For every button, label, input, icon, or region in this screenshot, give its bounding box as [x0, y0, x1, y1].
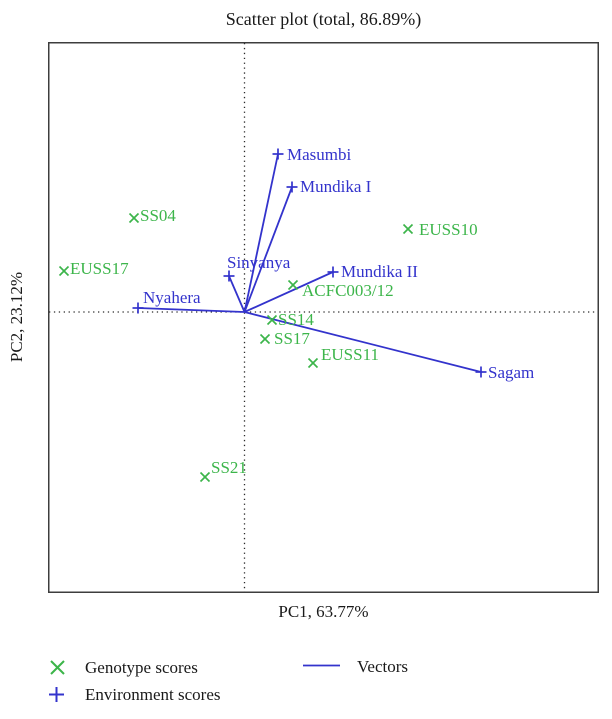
point-label-ss17: SS17	[274, 329, 310, 348]
vector-mundika-i	[243, 186, 293, 313]
vector-masumbi	[243, 153, 279, 313]
plot-area: SS04 EUSS17 EUSS10 ACFC003/12 SS14 SS17 EUSS11…	[48, 42, 599, 593]
genotype-point-ss21	[199, 471, 211, 483]
legend-label-genotype: Genotype scores	[85, 658, 198, 677]
genotype-point-euss17	[58, 265, 70, 277]
genotype-x-marker-icon	[50, 660, 65, 675]
point-label-masumbi: Masumbi	[287, 145, 352, 164]
genotype-point-ss14	[266, 314, 278, 326]
point-label-euss17: EUSS17	[70, 259, 129, 278]
point-label-mundika-i: Mundika I	[300, 177, 372, 196]
environment-point-nyahera	[132, 302, 144, 314]
genotype-point-ss17	[259, 333, 271, 345]
point-label-ss14: SS14	[278, 310, 314, 329]
y-axis-label: PC2, 23.12%	[7, 271, 26, 363]
point-label-ss04: SS04	[140, 206, 176, 225]
vector-line-icon	[303, 664, 340, 667]
environment-point-masumbi	[272, 148, 284, 160]
environment-point-sagam	[475, 366, 487, 378]
legend-label-environment: Environment scores	[85, 685, 221, 704]
environment-plus-marker-icon	[49, 687, 64, 702]
chart-title: Scatter plot (total, 86.89%)	[225, 9, 422, 29]
genotype-point-acfc003-12	[287, 279, 299, 291]
vector-nyahera	[137, 307, 245, 313]
x-axis-label: PC1, 63.77%	[278, 602, 369, 621]
vector-mundika-ii	[244, 271, 334, 313]
vector-sinyanya	[228, 275, 246, 313]
point-label-sinyanya: Sinyanya	[227, 253, 291, 272]
legend-label-vectors: Vectors	[357, 657, 408, 676]
genotype-point-euss10	[402, 223, 414, 235]
point-label-euss10: EUSS10	[419, 220, 478, 239]
plot-frame	[48, 42, 599, 593]
vector-sagam	[244, 311, 482, 373]
point-label-mundika-ii: Mundika II	[341, 262, 418, 281]
genotype-point-ss04	[128, 212, 140, 224]
environment-point-mundika-ii	[327, 266, 339, 278]
environment-point-sinyanya	[223, 270, 235, 282]
point-label-ss21: SS21	[211, 458, 247, 477]
point-label-euss11: EUSS11	[321, 345, 379, 364]
point-label-sagam: Sagam	[488, 363, 534, 382]
environment-point-mundika-i	[286, 181, 298, 193]
point-label-acfc003-12: ACFC003/12	[302, 281, 394, 300]
point-label-nyahera: Nyahera	[143, 288, 201, 307]
genotype-point-euss11	[307, 357, 319, 369]
